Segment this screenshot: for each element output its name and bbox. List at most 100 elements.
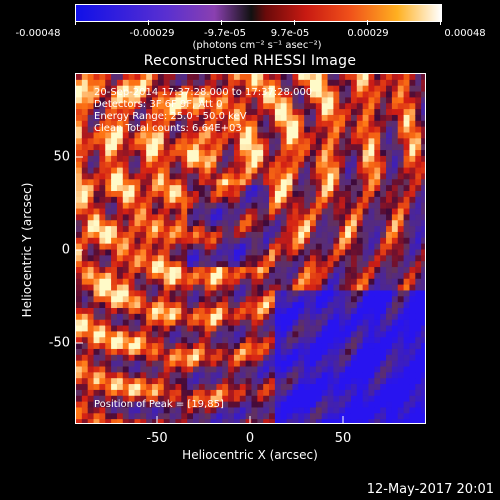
heatmap-pixel — [81, 389, 89, 397]
heatmap-pixel — [152, 237, 159, 245]
heatmap-pixel — [380, 267, 387, 274]
heatmap-pixel — [345, 337, 352, 344]
heatmap-pixel — [228, 173, 235, 180]
heatmap-pixel — [245, 91, 253, 98]
heatmap-pixel — [157, 155, 165, 163]
heatmap-pixel — [122, 325, 130, 332]
heatmap-pixel — [140, 202, 147, 210]
heatmap-pixel — [333, 214, 340, 221]
heatmap-pixel — [421, 337, 425, 344]
heatmap-pixel — [93, 126, 100, 134]
heatmap-pixel — [368, 161, 375, 169]
heatmap-pixel — [362, 372, 370, 379]
heatmap-pixel — [128, 214, 136, 221]
heatmap-pixel — [251, 74, 258, 81]
heatmap-pixel — [187, 272, 194, 280]
heatmap-pixel — [76, 343, 83, 350]
heatmap-pixel — [87, 296, 95, 303]
heatmap-pixel — [333, 79, 340, 87]
heatmap-pixel — [292, 226, 299, 233]
heatmap-pixel — [391, 354, 399, 362]
heatmap-pixel — [239, 337, 247, 344]
heatmap-pixel — [245, 284, 253, 292]
heatmap-pixel — [210, 378, 217, 385]
heatmap-pixel — [175, 161, 182, 169]
heatmap-pixel — [298, 196, 305, 204]
heatmap-pixel — [111, 389, 118, 397]
heatmap-pixel — [222, 272, 229, 280]
heatmap-pixel — [380, 325, 387, 332]
heatmap-pixel — [157, 237, 165, 245]
heatmap-pixel — [391, 74, 399, 81]
heatmap-pixel — [397, 407, 405, 414]
heatmap-pixel — [146, 407, 153, 414]
heatmap-pixel — [216, 395, 223, 403]
heatmap-pixel — [204, 167, 212, 175]
heatmap-pixel — [233, 231, 241, 239]
heatmap-pixel — [292, 331, 299, 338]
heatmap-pixel — [386, 343, 393, 350]
heatmap-pixel — [415, 132, 422, 139]
heatmap-pixel — [187, 79, 194, 87]
heatmap-pixel — [146, 384, 153, 391]
colorbar-tick — [440, 20, 441, 25]
heatmap-pixel — [333, 185, 340, 192]
heatmap-pixel — [292, 348, 299, 356]
heatmap-pixel — [274, 103, 282, 110]
heatmap-pixel — [76, 214, 83, 221]
heatmap-pixel — [99, 173, 106, 180]
heatmap-pixel — [321, 226, 329, 233]
heatmap-pixel — [321, 144, 329, 151]
heatmap-pixel — [193, 331, 200, 338]
heatmap-pixel — [140, 85, 147, 93]
heatmap-pixel — [391, 284, 399, 292]
heatmap-pixel — [386, 173, 393, 180]
heatmap-pixel — [263, 155, 270, 163]
heatmap-pixel — [304, 220, 311, 227]
heatmap-pixel — [187, 395, 194, 403]
heatmap-pixel — [333, 179, 340, 186]
heatmap-pixel — [421, 85, 425, 93]
heatmap-pixel — [116, 196, 124, 204]
heatmap-pixel — [391, 226, 399, 233]
heatmap-pixel — [76, 202, 83, 210]
heatmap-pixel — [210, 296, 217, 303]
heatmap-pixel — [415, 237, 422, 245]
heatmap-pixel — [140, 185, 147, 192]
heatmap-pixel — [169, 290, 177, 297]
heatmap-pixel — [350, 150, 358, 157]
heatmap-pixel — [140, 214, 147, 221]
heatmap-pixel — [193, 354, 200, 362]
heatmap-pixel — [239, 231, 247, 239]
heatmap-pixel — [310, 161, 317, 169]
heatmap-pixel — [368, 103, 375, 110]
image-plot[interactable]: 20-Sep-2014 17:37:28.000 to 17:37:28.000… — [75, 73, 426, 424]
heatmap-pixel — [269, 214, 276, 221]
heatmap-pixel — [269, 337, 276, 344]
heatmap-pixel — [187, 226, 194, 233]
heatmap-pixel — [280, 407, 288, 414]
heatmap-pixel — [187, 103, 194, 110]
heatmap-pixel — [274, 319, 282, 327]
heatmap-pixel — [152, 208, 159, 215]
heatmap-pixel — [327, 132, 334, 139]
heatmap-pixel — [76, 91, 83, 98]
heatmap-pixel — [350, 85, 358, 93]
heatmap-pixel — [374, 261, 381, 268]
heatmap-pixel — [99, 150, 106, 157]
heatmap-pixel — [81, 372, 89, 379]
heatmap-pixel — [152, 343, 159, 350]
heatmap-pixel — [292, 155, 299, 163]
heatmap-pixel — [163, 79, 171, 87]
heatmap-pixel — [140, 91, 147, 98]
heatmap-pixel — [87, 85, 95, 93]
heatmap-pixel — [140, 237, 147, 245]
heatmap-pixel — [310, 290, 317, 297]
heatmap-pixel — [345, 261, 352, 268]
heatmap-pixel — [245, 103, 253, 110]
heatmap-pixel — [251, 97, 258, 104]
heatmap-pixel — [292, 214, 299, 221]
heatmap-pixel — [397, 413, 405, 420]
heatmap-pixel — [228, 407, 235, 414]
heatmap-pixel — [263, 196, 270, 204]
